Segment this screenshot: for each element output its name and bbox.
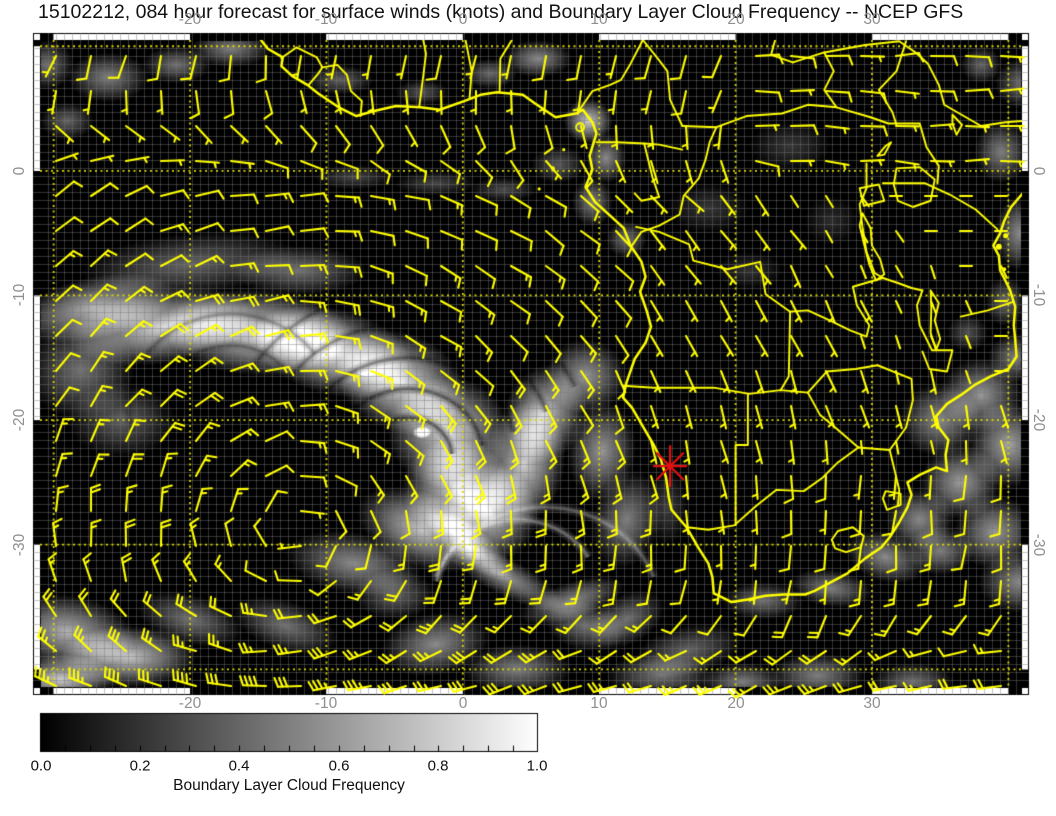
x-tick-label-top: 0	[458, 11, 468, 28]
x-tick-label-top: 20	[727, 11, 745, 28]
x-tick-label-top: 30	[863, 11, 881, 28]
x-tick-label-bottom: 10	[590, 695, 608, 712]
x-tick-label-top: -10	[314, 11, 338, 28]
x-tick-label-top: 10	[590, 11, 608, 28]
colorbar-tick-label: 0.4	[228, 757, 250, 775]
colorbar-caption: Boundary Layer Cloud Frequency	[173, 777, 405, 794]
y-tick-label-left: -10	[11, 283, 28, 307]
colorbar-tick-label: 1.0	[526, 757, 548, 775]
x-tick-label-bottom: -20	[178, 695, 202, 712]
x-tick-label-bottom: 30	[863, 695, 881, 712]
colorbar-tick-label: 0.8	[427, 757, 449, 775]
y-tick-label-right: -10	[1030, 283, 1047, 307]
colorbar-tick-label: 0.0	[30, 757, 52, 775]
y-tick-label-right: -20	[1030, 408, 1047, 432]
y-tick-label-right: 0	[1030, 166, 1047, 176]
x-tick-label-bottom: 20	[727, 695, 745, 712]
y-tick-label-left: -20	[11, 408, 28, 432]
x-tick-label-bottom: -10	[314, 695, 338, 712]
x-tick-label-top: -20	[178, 11, 202, 28]
colorbar-tick-label: 0.2	[129, 757, 151, 775]
x-tick-label-bottom: 0	[458, 695, 468, 712]
y-tick-label-left: -30	[11, 533, 28, 557]
colorbar-tick-label: 0.6	[328, 757, 350, 775]
y-tick-label-right: -30	[1030, 533, 1047, 557]
chart-title: 15102212, 084 hour forecast for surface …	[38, 1, 964, 23]
y-tick-label-left: 0	[11, 166, 28, 176]
